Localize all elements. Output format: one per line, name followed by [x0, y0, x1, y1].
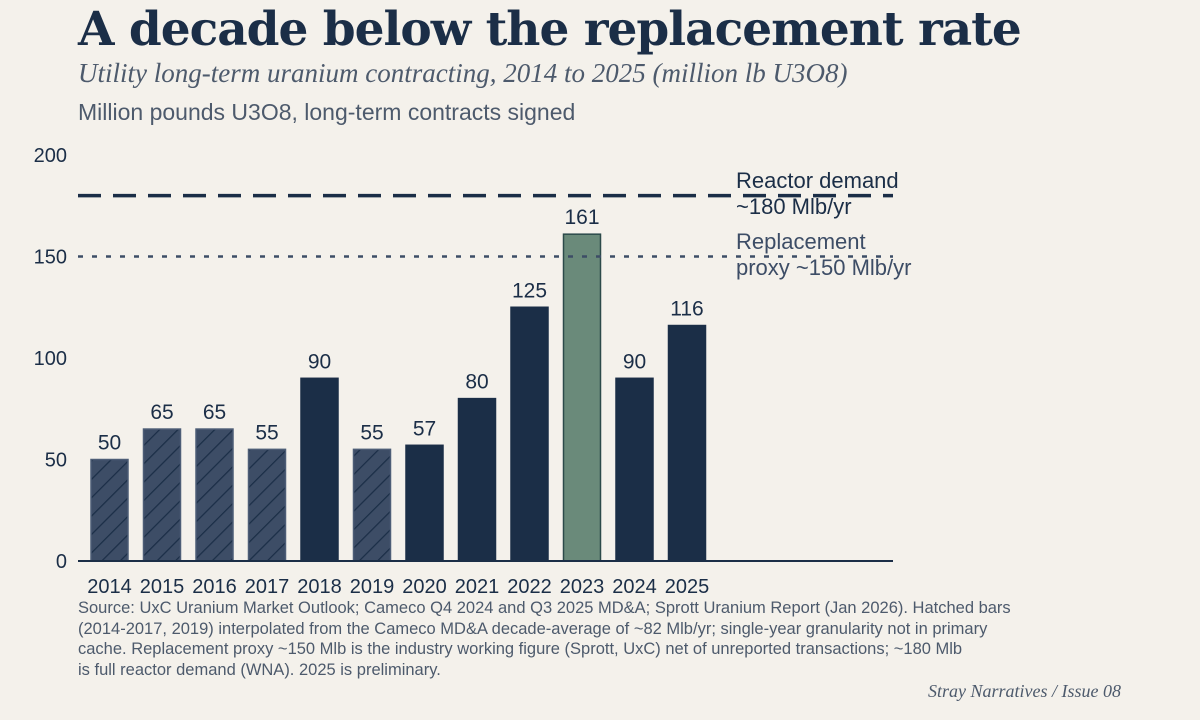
x-tick-label: 2016	[192, 576, 237, 598]
bar-value-label: 80	[465, 371, 488, 394]
reference-line-label: ~180 Mlb/yr	[736, 194, 852, 219]
source-line: cache. Replacement proxy ~150 Mlb is the…	[78, 640, 963, 658]
bar-2019	[352, 448, 392, 562]
x-tick-label: 2018	[297, 576, 342, 598]
bar-2023	[562, 233, 602, 562]
bar-2016	[195, 428, 234, 562]
y-tick-label: 200	[34, 145, 67, 167]
bar-2022	[510, 306, 549, 562]
x-tick-label: 2024	[612, 576, 657, 598]
x-tick-label: 2019	[350, 576, 395, 598]
y-tick-label: 50	[45, 450, 67, 472]
bar-2021	[457, 397, 497, 562]
page-title: A decade below the replacement rate	[78, 2, 1022, 57]
source-line: Source: UxC Uranium Market Outlook; Came…	[78, 599, 1011, 617]
x-tick-label: 2021	[455, 576, 500, 598]
reference-line-label: Reactor demand	[736, 168, 899, 193]
bar-value-label: 55	[255, 421, 278, 444]
x-tick-label: 2022	[507, 576, 552, 598]
bar-2024	[615, 377, 654, 562]
bar-value-label: 65	[203, 401, 226, 424]
bar-2018	[300, 377, 339, 562]
bar-value-label: 116	[670, 298, 703, 321]
source-note: Source: UxC Uranium Market Outlook; Came…	[78, 598, 1011, 680]
bar-2025	[667, 324, 707, 562]
reference-line-label: Replacement	[736, 229, 866, 254]
y-tick-label: 0	[56, 551, 67, 573]
x-tick-label: 2020	[402, 576, 447, 598]
publication-credit: Stray Narratives / Issue 08	[928, 681, 1121, 701]
x-tick-label: 2017	[245, 576, 290, 598]
bar-value-label: 57	[413, 417, 436, 440]
bar-value-label: 161	[564, 206, 599, 229]
bar-2020	[405, 444, 444, 562]
bar-value-label: 90	[308, 350, 331, 373]
reference-line-label: proxy ~150 Mlb/yr	[736, 255, 911, 280]
y-tick-label: 150	[34, 247, 67, 269]
y-tick-label: 100	[34, 348, 67, 370]
x-tick-label: 2014	[87, 576, 132, 598]
x-tick-label: 2025	[665, 576, 710, 598]
bar-2017	[247, 448, 287, 562]
bar-value-label: 125	[512, 279, 547, 302]
x-tick-label: 2015	[140, 576, 185, 598]
page-subtitle: Utility long-term uranium contracting, 2…	[78, 58, 848, 88]
bar-2015	[142, 428, 182, 562]
unit-label: Million pounds U3O8, long-term contracts…	[78, 99, 576, 125]
bar-value-label: 90	[623, 350, 646, 373]
bar-value-label: 55	[360, 421, 383, 444]
source-line: is full reactor demand (WNA). 2025 is pr…	[78, 660, 441, 679]
bar-value-label: 65	[150, 401, 173, 424]
source-line: (2014-2017, 2019) interpolated from the …	[78, 619, 988, 638]
x-tick-label: 2023	[560, 576, 605, 598]
bar-2014	[90, 458, 129, 562]
bar-value-label: 50	[98, 432, 121, 455]
